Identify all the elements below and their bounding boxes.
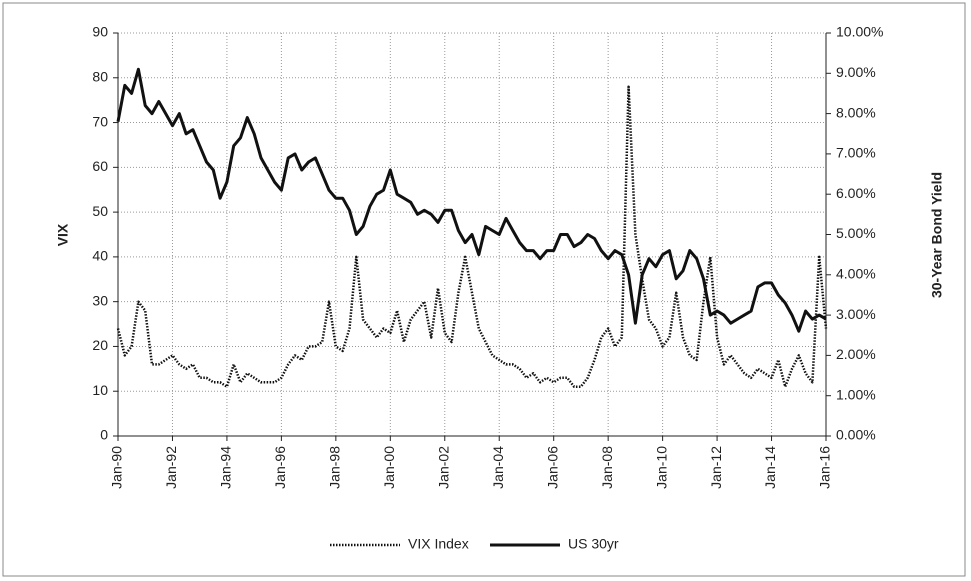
x-tick-label: Jan-92 bbox=[163, 446, 179, 489]
y2-tick-label: 10.00% bbox=[836, 24, 883, 40]
legend-label: US 30yr bbox=[568, 536, 619, 552]
y2-tick-label: 6.00% bbox=[836, 185, 876, 201]
x-tick-label: Jan-08 bbox=[599, 446, 615, 489]
y-tick-label: 80 bbox=[92, 68, 108, 84]
y-tick-label: 60 bbox=[92, 158, 108, 174]
y-tick-label: 0 bbox=[100, 427, 108, 443]
y2-axis-title: 30-Year Bond Yield bbox=[929, 172, 945, 298]
y2-tick-label: 2.00% bbox=[836, 346, 876, 362]
x-tick-label: Jan-90 bbox=[109, 446, 125, 489]
y2-tick-label: 7.00% bbox=[836, 145, 876, 161]
x-tick-label: Jan-94 bbox=[218, 446, 234, 489]
y-tick-label: 30 bbox=[92, 292, 108, 308]
y-tick-label: 40 bbox=[92, 248, 108, 264]
x-tick-label: Jan-06 bbox=[544, 446, 560, 489]
x-tick-label: Jan-12 bbox=[708, 446, 724, 489]
y2-tick-label: 5.00% bbox=[836, 225, 876, 241]
legend-label: VIX Index bbox=[408, 536, 469, 552]
x-tick-label: Jan-96 bbox=[272, 446, 288, 489]
x-tick-label: Jan-02 bbox=[435, 446, 451, 489]
y-tick-label: 10 bbox=[92, 382, 108, 398]
y-tick-label: 50 bbox=[92, 203, 108, 219]
y2-tick-label: 3.00% bbox=[836, 306, 876, 322]
y2-tick-label: 0.00% bbox=[836, 427, 876, 443]
x-tick-label: Jan-98 bbox=[327, 446, 343, 489]
x-tick-label: Jan-00 bbox=[381, 446, 397, 489]
y-tick-label: 90 bbox=[92, 24, 108, 40]
y2-tick-label: 1.00% bbox=[836, 386, 876, 402]
y2-tick-label: 8.00% bbox=[836, 104, 876, 120]
x-tick-label: Jan-14 bbox=[762, 446, 778, 489]
y2-tick-label: 4.00% bbox=[836, 266, 876, 282]
series-line bbox=[116, 67, 827, 333]
x-tick-label: Jan-16 bbox=[817, 446, 833, 489]
series-line bbox=[116, 85, 828, 388]
y-axis-title: VIX bbox=[55, 223, 71, 246]
y2-tick-label: 9.00% bbox=[836, 64, 876, 80]
y-tick-label: 20 bbox=[92, 337, 108, 353]
x-tick-label: Jan-10 bbox=[653, 446, 669, 489]
y-tick-label: 70 bbox=[92, 113, 108, 129]
x-tick-label: Jan-04 bbox=[490, 446, 506, 489]
